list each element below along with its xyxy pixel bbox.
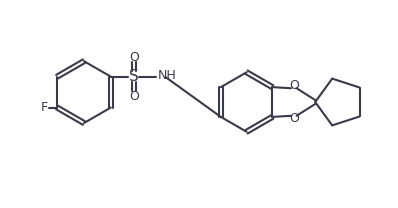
Text: F: F bbox=[41, 101, 48, 114]
Text: O: O bbox=[289, 79, 299, 92]
Text: O: O bbox=[129, 51, 139, 64]
Text: NH: NH bbox=[158, 69, 176, 82]
Text: S: S bbox=[129, 69, 139, 84]
Text: O: O bbox=[289, 112, 299, 125]
Text: O: O bbox=[129, 90, 139, 103]
